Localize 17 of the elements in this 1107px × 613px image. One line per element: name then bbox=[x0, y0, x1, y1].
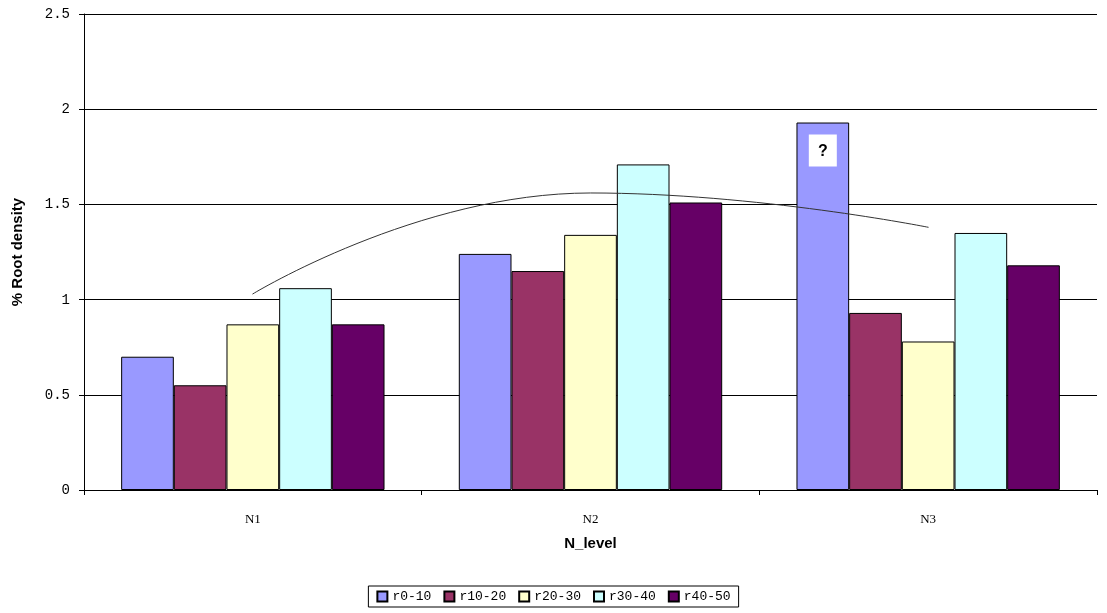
y-tick-label: 2 bbox=[61, 101, 70, 118]
y-tick-label: 1.5 bbox=[44, 196, 70, 213]
x-tick-label: N1 bbox=[244, 511, 261, 526]
x-tick-label: N3 bbox=[920, 511, 937, 526]
y-tick-label: 0 bbox=[61, 482, 70, 498]
annotation: ? bbox=[817, 142, 828, 160]
legend-label: r0-10 bbox=[392, 589, 432, 604]
y-axis-title: % Root density bbox=[8, 197, 25, 307]
legend-label: r20-30 bbox=[534, 589, 582, 604]
y-tick-label: 1 bbox=[61, 291, 70, 308]
legend-label: r10-20 bbox=[459, 589, 507, 604]
legend-label: r30-40 bbox=[609, 589, 656, 604]
x-tick-label: N2 bbox=[582, 511, 599, 526]
x-axis-title: N_level bbox=[564, 534, 617, 551]
y-tick-label: 0.5 bbox=[44, 386, 70, 403]
y-tick-label: 2.5 bbox=[44, 6, 70, 22]
legend-label: r40-50 bbox=[683, 589, 731, 604]
